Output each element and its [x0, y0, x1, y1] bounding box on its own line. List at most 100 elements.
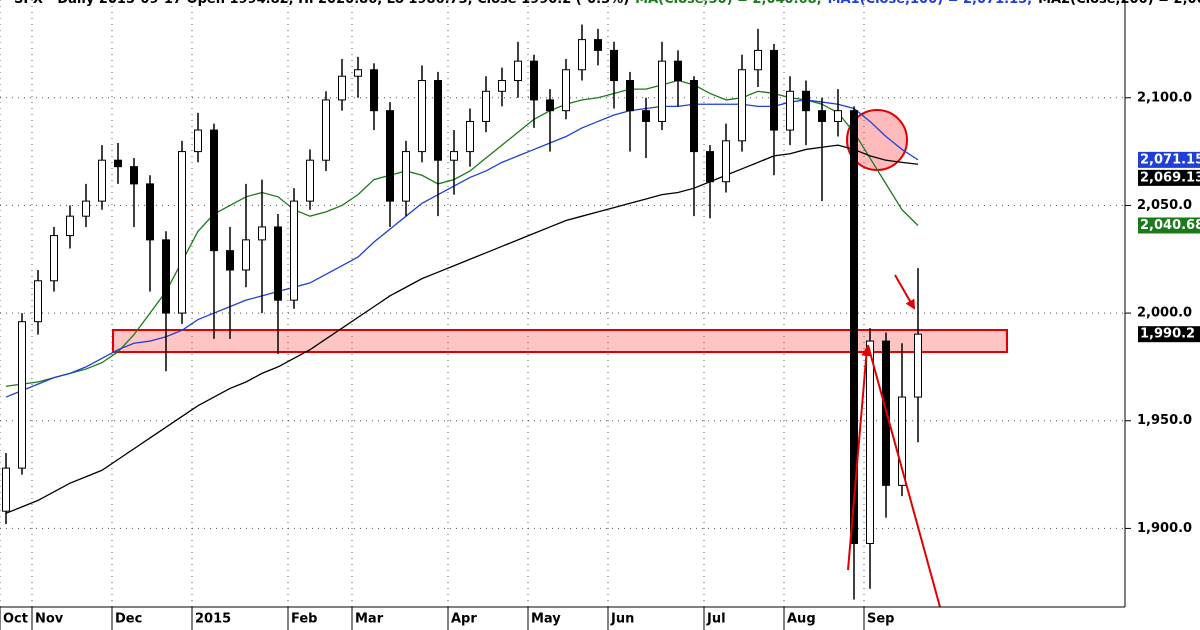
candle-body [274, 226, 282, 301]
trend-line [867, 344, 941, 608]
candle-body [626, 80, 634, 112]
last-value-box [1138, 151, 1200, 168]
last-value-label: 2,040.68 [1140, 218, 1200, 233]
y-tick-label: 2,000.0 [1137, 306, 1192, 321]
candle-body [258, 226, 266, 241]
candle-body [546, 99, 554, 112]
candle-body [690, 80, 698, 153]
candle-body [754, 49, 762, 71]
candle-body [530, 60, 538, 101]
candle-body [34, 280, 42, 323]
candle-body [130, 166, 138, 185]
candle-body [322, 99, 330, 161]
ma-line [5, 144, 919, 514]
title-part: MA1(Close,100) = 2,071.15, [828, 0, 1033, 7]
candle-body [18, 321, 26, 469]
x-tick-label: Mar [355, 612, 384, 627]
candle-body [658, 60, 666, 122]
title-part: SPX - Daily 2015-09-17 Open 1994.82, Hi … [14, 0, 629, 7]
last-value-box [1138, 217, 1200, 234]
candle-body [514, 60, 522, 82]
x-tick-label: May [531, 612, 561, 627]
candle-body [738, 69, 746, 142]
candle-body [386, 110, 394, 202]
candle-body [114, 159, 122, 168]
support-zone [112, 329, 1008, 353]
candle-body [402, 151, 410, 202]
candle-body [82, 200, 90, 217]
title-part: MA2(Close,200) = 2,069.13 [1038, 0, 1200, 7]
last-value-box [1138, 169, 1200, 186]
candle-body [338, 75, 346, 101]
candle-body [290, 200, 298, 301]
candle-body [498, 80, 506, 92]
y-tick-label: 2,100.0 [1137, 90, 1192, 105]
trend-line [847, 346, 872, 571]
candle-body [674, 60, 682, 82]
annotations-front [847, 274, 941, 608]
candle-body [66, 215, 74, 237]
candle-body [866, 340, 874, 544]
candle-body [610, 49, 618, 82]
candle-body [466, 120, 474, 153]
x-tick-label: Dec [115, 612, 142, 627]
candle-body [850, 110, 858, 544]
arrow [894, 274, 915, 310]
last-value-box [1138, 326, 1200, 343]
ma-line [5, 99, 919, 398]
x-tick-label: Nov [35, 612, 64, 627]
candle-body [418, 80, 426, 153]
candle-body [770, 49, 778, 131]
candle-body [818, 110, 826, 122]
candle-body [722, 140, 730, 183]
x-tick-label: Apr [451, 612, 477, 627]
x-tick-label: Oct [3, 612, 28, 627]
candle-body [482, 90, 490, 122]
candle-body [162, 239, 170, 314]
candle-body [786, 90, 794, 131]
y-tick-label: 2,050.0 [1137, 198, 1192, 213]
candle-body [2, 467, 10, 512]
x-tick-label: 2015 [195, 612, 231, 627]
y-tick-label: 1,900.0 [1137, 521, 1192, 536]
annotations-back [112, 109, 1008, 353]
candle-body [834, 110, 842, 122]
candle-body [242, 239, 250, 271]
y-tick-label: 1,950.0 [1137, 413, 1192, 428]
last-value-label: 2,071.15 [1140, 152, 1200, 167]
candle-body [210, 129, 218, 252]
candle-body [914, 333, 922, 398]
candle-body [434, 80, 442, 161]
candle-body [306, 159, 314, 202]
last-value-label: 2,069.13 [1140, 170, 1200, 185]
candle-body [98, 159, 106, 202]
ma-lines [5, 79, 919, 514]
last-value-label: 1,990.2 [1140, 327, 1195, 342]
candle-body [578, 39, 586, 71]
candles [2, 24, 922, 600]
ma-line [5, 79, 919, 387]
candle-body [146, 183, 154, 241]
candle-body [194, 129, 202, 153]
chart-title: SPX - Daily 2015-09-17 Open 1994.82, Hi … [14, 0, 1200, 7]
candle-body [898, 396, 906, 486]
candle-body [226, 250, 234, 271]
x-tick-label: Sep [867, 612, 895, 627]
candle-body [450, 151, 458, 161]
candle-body [706, 151, 714, 183]
candle-body [50, 235, 58, 282]
x-tick-label: Aug [787, 612, 816, 627]
title-part: MA(Close,50) = 2,040.68, [635, 0, 821, 7]
candle-body [802, 90, 810, 112]
candle-body [562, 69, 570, 112]
x-tick-label: Feb [291, 612, 317, 627]
x-tick-label: Jul [706, 612, 726, 627]
candle-body [178, 151, 186, 314]
candle-body [594, 39, 602, 51]
candle-body [354, 69, 362, 77]
x-tick-label: Jun [610, 612, 634, 627]
candle-body [642, 110, 650, 122]
